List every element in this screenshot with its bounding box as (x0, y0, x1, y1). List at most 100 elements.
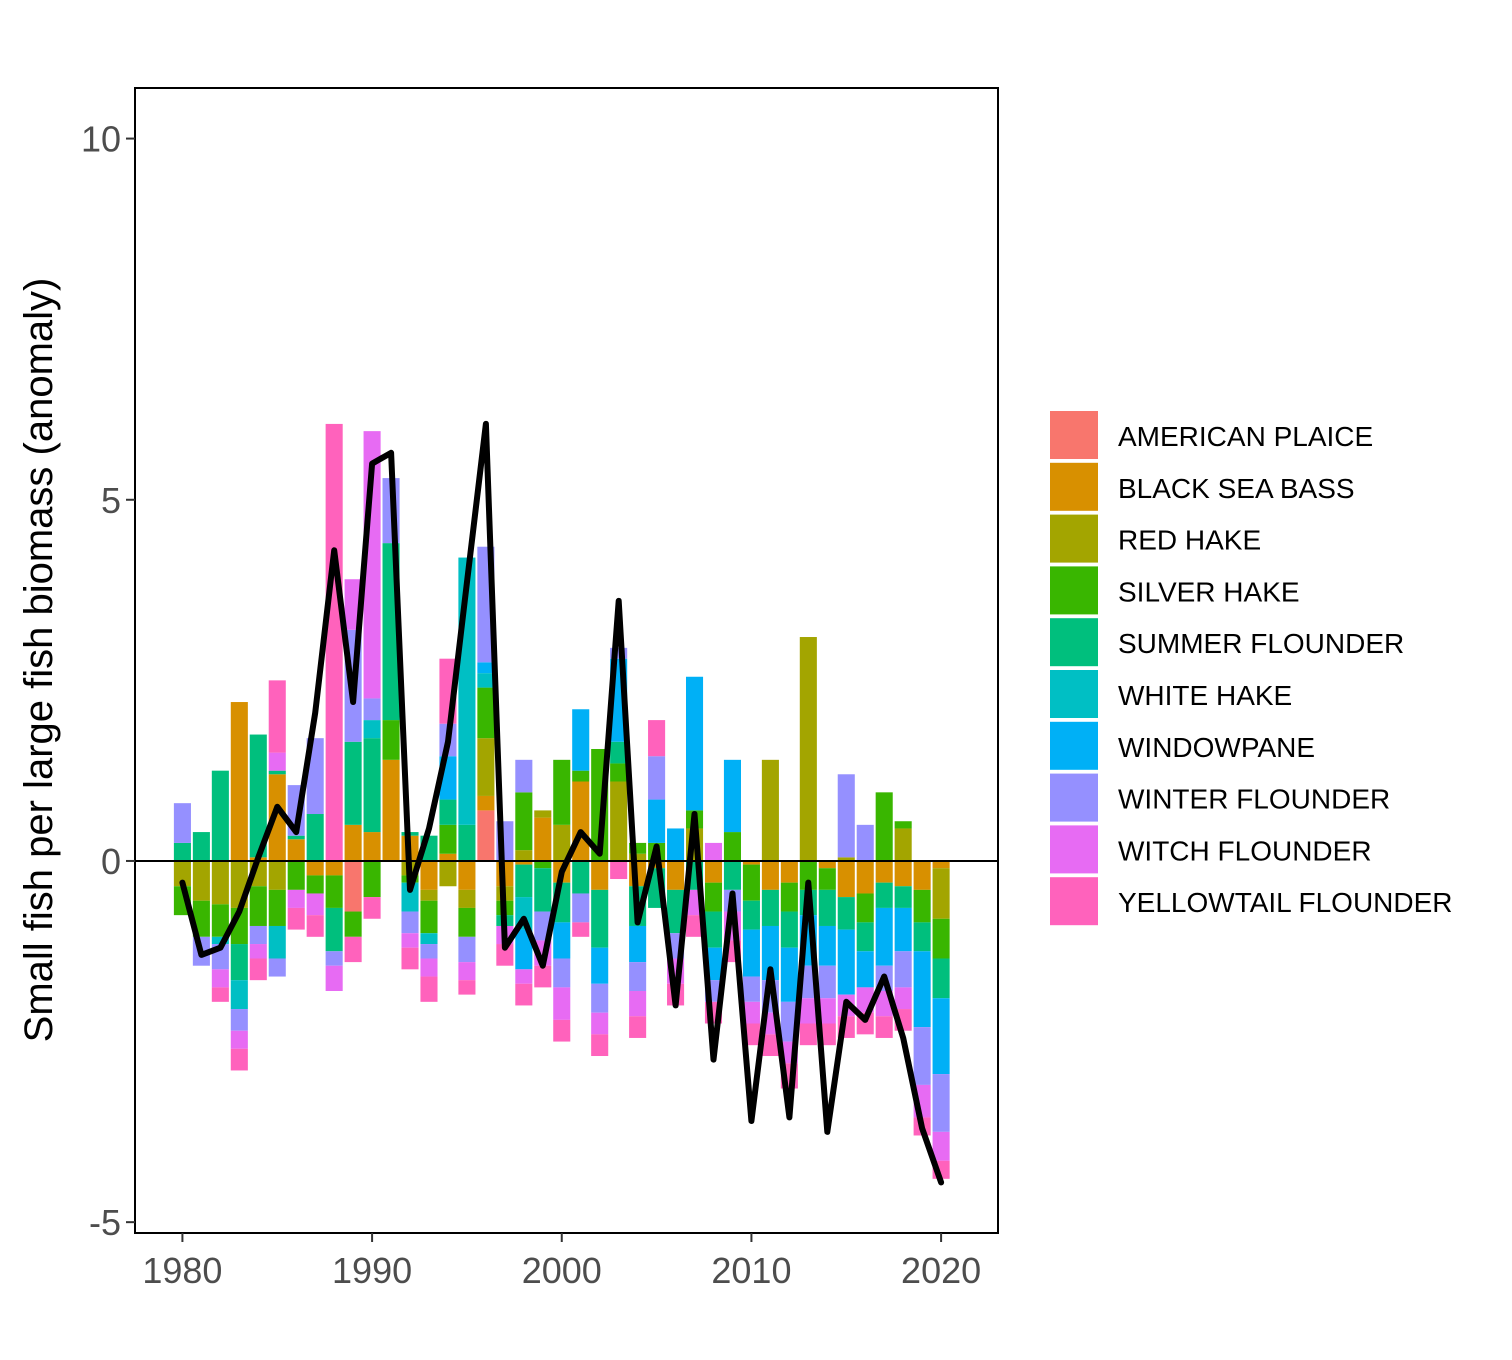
x-axis: 1980 1990 2000 2010 2020 (142, 1233, 981, 1291)
bar-witch-flounder-1984 (249, 944, 267, 959)
bar-white-hake-1992 (401, 882, 419, 912)
bar-yellowtail-flounder-1988 (325, 423, 343, 861)
bar-summer-flounder-1983 (230, 944, 248, 981)
bar-witch-flounder-1993 (420, 958, 438, 977)
bar-summer-flounder-1982 (211, 770, 229, 861)
bar-yellowtail-flounder-1995 (458, 980, 476, 995)
bar-summer-flounder-2017 (875, 882, 893, 908)
bar-black-sea-bass-1990 (363, 832, 381, 861)
bar-black-sea-bass-1994 (439, 853, 457, 861)
bar-black-sea-bass-2006 (667, 860, 685, 890)
legend-swatch-windowpane (1050, 721, 1098, 770)
bar-windowpane-2000 (553, 922, 571, 959)
bar-white-hake-1982 (211, 936, 229, 945)
bar-windowpane-2009 (723, 759, 741, 833)
legend-label-silver-hake: SILVER HAKE (1118, 576, 1300, 607)
bar-witch-flounder-1992 (401, 933, 419, 948)
legend-swatch-summer-flounder (1050, 618, 1098, 667)
y-tick-label: -5 (89, 1202, 121, 1243)
bar-witch-flounder-2008 (704, 842, 723, 861)
bar-yellowtail-flounder-1997 (496, 944, 514, 966)
bar-winter-flounder-2005 (648, 756, 666, 800)
bar-yellowtail-flounder-1999 (534, 965, 552, 988)
legend-swatch-silver-hake (1050, 566, 1098, 615)
bar-red-hake-2015 (837, 857, 855, 861)
bar-red-hake-2018 (894, 828, 912, 861)
bar-summer-flounder-2003 (610, 741, 628, 764)
bar-silver-hake-1987 (306, 875, 324, 894)
bar-black-sea-bass-2010 (742, 860, 760, 865)
plot-panel-border (134, 87, 999, 1234)
bar-silver-hake-2004 (629, 842, 647, 854)
bar-red-hake-1985 (268, 860, 286, 890)
bar-windowpane-2018 (894, 907, 912, 952)
bar-windowpane-2011 (761, 925, 779, 981)
bar-black-sea-bass-2012 (780, 860, 798, 883)
bar-winter-flounder-1988 (325, 951, 343, 966)
legend-swatch-witch-flounder (1050, 825, 1098, 874)
bar-witch-flounder-2018 (894, 987, 912, 1010)
x-tick-label: 2010 (711, 1250, 791, 1291)
bar-summer-flounder-2011 (761, 889, 779, 926)
bar-black-sea-bass-2002 (591, 860, 609, 890)
bar-silver-hake-1986 (287, 860, 305, 890)
bar-witch-flounder-2020 (932, 1131, 950, 1161)
bar-black-sea-bass-2014 (818, 860, 836, 869)
legend-label-american-plaice: AMERICAN PLAICE (1118, 421, 1373, 452)
bar-winter-flounder-2015 (837, 774, 855, 858)
bar-black-sea-bass-2020 (932, 860, 950, 869)
bar-winter-flounder-2003 (610, 647, 628, 659)
bar-winter-flounder-2004 (629, 962, 647, 991)
bar-black-sea-bass-1993 (420, 860, 438, 890)
bar-yellowtail-flounder-1989 (344, 936, 362, 963)
bar-witch-flounder-2014 (818, 998, 836, 1024)
bar-summer-flounder-2012 (780, 911, 798, 948)
bar-windowpane-2020 (932, 998, 950, 1075)
bar-black-sea-bass-1996 (477, 795, 495, 811)
bar-summer-flounder-1980 (173, 842, 191, 861)
bar-yellowtail-flounder-2011 (761, 1034, 779, 1057)
legend-label-winter-flounder: WINTER FLOUNDER (1118, 784, 1390, 815)
bar-yellowtail-flounder-1992 (401, 947, 419, 970)
bar-silver-hake-2001 (572, 770, 590, 782)
bar-summer-flounder-2001 (572, 860, 590, 894)
bar-yellowtail-flounder-1985 (268, 680, 286, 753)
legend-label-red-hake: RED HAKE (1118, 525, 1261, 556)
bar-red-hake-1995 (458, 889, 476, 908)
bar-yellowtail-flounder-2004 (629, 1016, 647, 1038)
bar-windowpane-1998 (515, 929, 533, 970)
bar-black-sea-bass-1986 (287, 839, 305, 861)
bar-yellowtail-flounder-2017 (875, 1016, 893, 1038)
bar-witch-flounder-1983 (230, 1030, 248, 1049)
bar-yellowtail-flounder-1986 (287, 907, 305, 930)
bar-red-hake-1994 (439, 860, 457, 887)
bar-witch-flounder-1985 (268, 752, 286, 771)
bar-summer-flounder-2018 (894, 886, 912, 908)
bar-silver-hake-1993 (420, 900, 438, 934)
bar-silver-hake-2013 (799, 860, 817, 890)
bar-black-sea-bass-1987 (306, 860, 324, 876)
bar-summer-flounder-2008 (704, 911, 723, 948)
legend-label-windowpane: WINDOWPANE (1118, 732, 1315, 763)
bar-winter-flounder-2020 (932, 1074, 950, 1132)
bar-white-hake-1993 (420, 933, 438, 945)
bar-black-sea-bass-2011 (761, 860, 779, 890)
bar-silver-hake-1999 (534, 860, 552, 869)
bar-windowpane-2002 (591, 947, 609, 984)
bar-windowpane-2001 (572, 709, 590, 771)
bar-silver-hake-1990 (363, 860, 381, 898)
bar-witch-flounder-2002 (591, 1012, 609, 1035)
bar-black-sea-bass-2017 (875, 860, 893, 883)
bar-witch-flounder-1998 (515, 969, 533, 984)
y-tick-label: 10 (81, 119, 121, 160)
bar-red-hake-2013 (799, 637, 817, 861)
bar-silver-hake-1991 (382, 720, 400, 760)
bar-yellowtail-flounder-1993 (420, 976, 438, 1002)
bar-windowpane-2006 (667, 828, 685, 861)
bar-red-hake-1981 (192, 860, 210, 901)
bar-winter-flounder-2000 (553, 958, 571, 988)
bar-silver-hake-2012 (780, 882, 798, 912)
bar-windowpane-2019 (913, 951, 931, 1028)
bar-yellowtail-flounder-1990 (363, 897, 381, 919)
legend-swatch-black-sea-bass (1050, 462, 1098, 511)
